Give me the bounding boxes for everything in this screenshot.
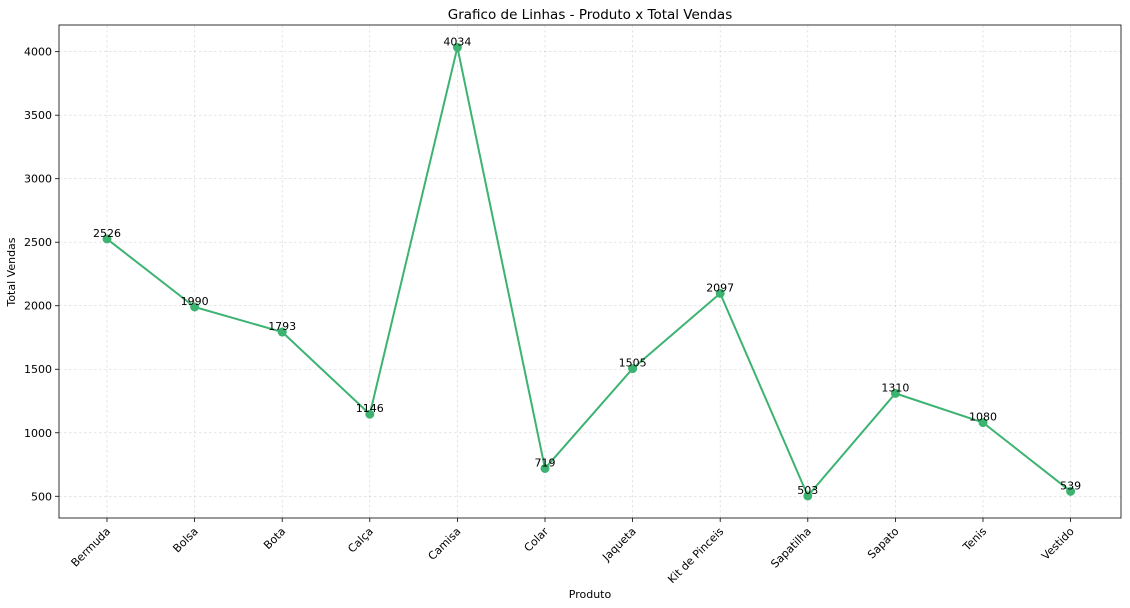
data-label: 503 [797,484,818,497]
data-label: 539 [1060,479,1081,492]
y-tick-label: 1500 [24,363,52,376]
axes: Bermuda Bolsa Bota Calça Camisa Colar Jaqueta K… [24,46,1077,586]
data-label: 1505 [619,357,647,370]
x-axis-label: Produto [569,588,612,601]
y-tick-label: 2500 [24,236,52,249]
data-point-marker [1066,486,1076,496]
x-tick-label: Vestido [1039,525,1077,563]
y-tick-label: 1000 [24,427,52,440]
x-tick-label: Bota [261,525,288,552]
x-tick-label: Jaqueta [599,525,638,564]
y-tick-label: 3500 [24,109,52,122]
data-point-marker [628,364,638,374]
data-label: 1990 [181,295,209,308]
y-tick-label: 4000 [24,46,52,59]
data-point-marker [978,418,988,428]
data-point-marker [803,491,813,501]
data-labels: 2526 1990 1793 1146 4034 719 1505 2097 503 1310 10… [93,35,1081,497]
data-label: 1080 [969,411,997,424]
data-label: 719 [535,456,556,469]
x-tick-label: Calça [345,525,376,556]
x-tick-label: Camisa [426,525,464,563]
data-label: 1793 [268,320,296,333]
x-tick-label: Colar [522,525,552,555]
x-tick-label: Bolsa [170,525,200,555]
grid-lines [59,25,1121,518]
data-markers [102,42,1076,501]
data-label: 1310 [881,381,909,394]
data-point-marker [540,463,550,473]
data-label: 4034 [443,35,471,48]
y-axis-label: Total Vendas [5,237,18,307]
series-line-layer [106,46,1072,497]
x-tick-label: Kit de Pinceis [665,525,726,586]
data-point-marker [277,327,287,337]
y-tick-label: 500 [31,490,52,503]
data-label: 2097 [706,281,734,294]
y-tick-label: 3000 [24,173,52,186]
x-tick-label: Sapatilha [768,525,814,571]
data-point-marker [452,42,462,52]
x-tick-label: Tenis [960,525,989,554]
chart-title: Grafico de Linhas - Produto x Total Vend… [448,7,732,23]
data-label: 2526 [93,227,121,240]
data-point-marker [890,388,900,398]
data-point-marker [365,409,375,419]
x-tick-label: Sapato [865,525,902,562]
data-point-marker [190,302,200,312]
data-point-marker [102,234,112,244]
series-line [106,46,1072,497]
plot-frame [58,24,1122,519]
data-point-marker [715,288,725,298]
x-tick-label: Bermuda [69,525,114,570]
data-label: 1146 [356,402,384,415]
y-tick-label: 2000 [24,300,52,313]
